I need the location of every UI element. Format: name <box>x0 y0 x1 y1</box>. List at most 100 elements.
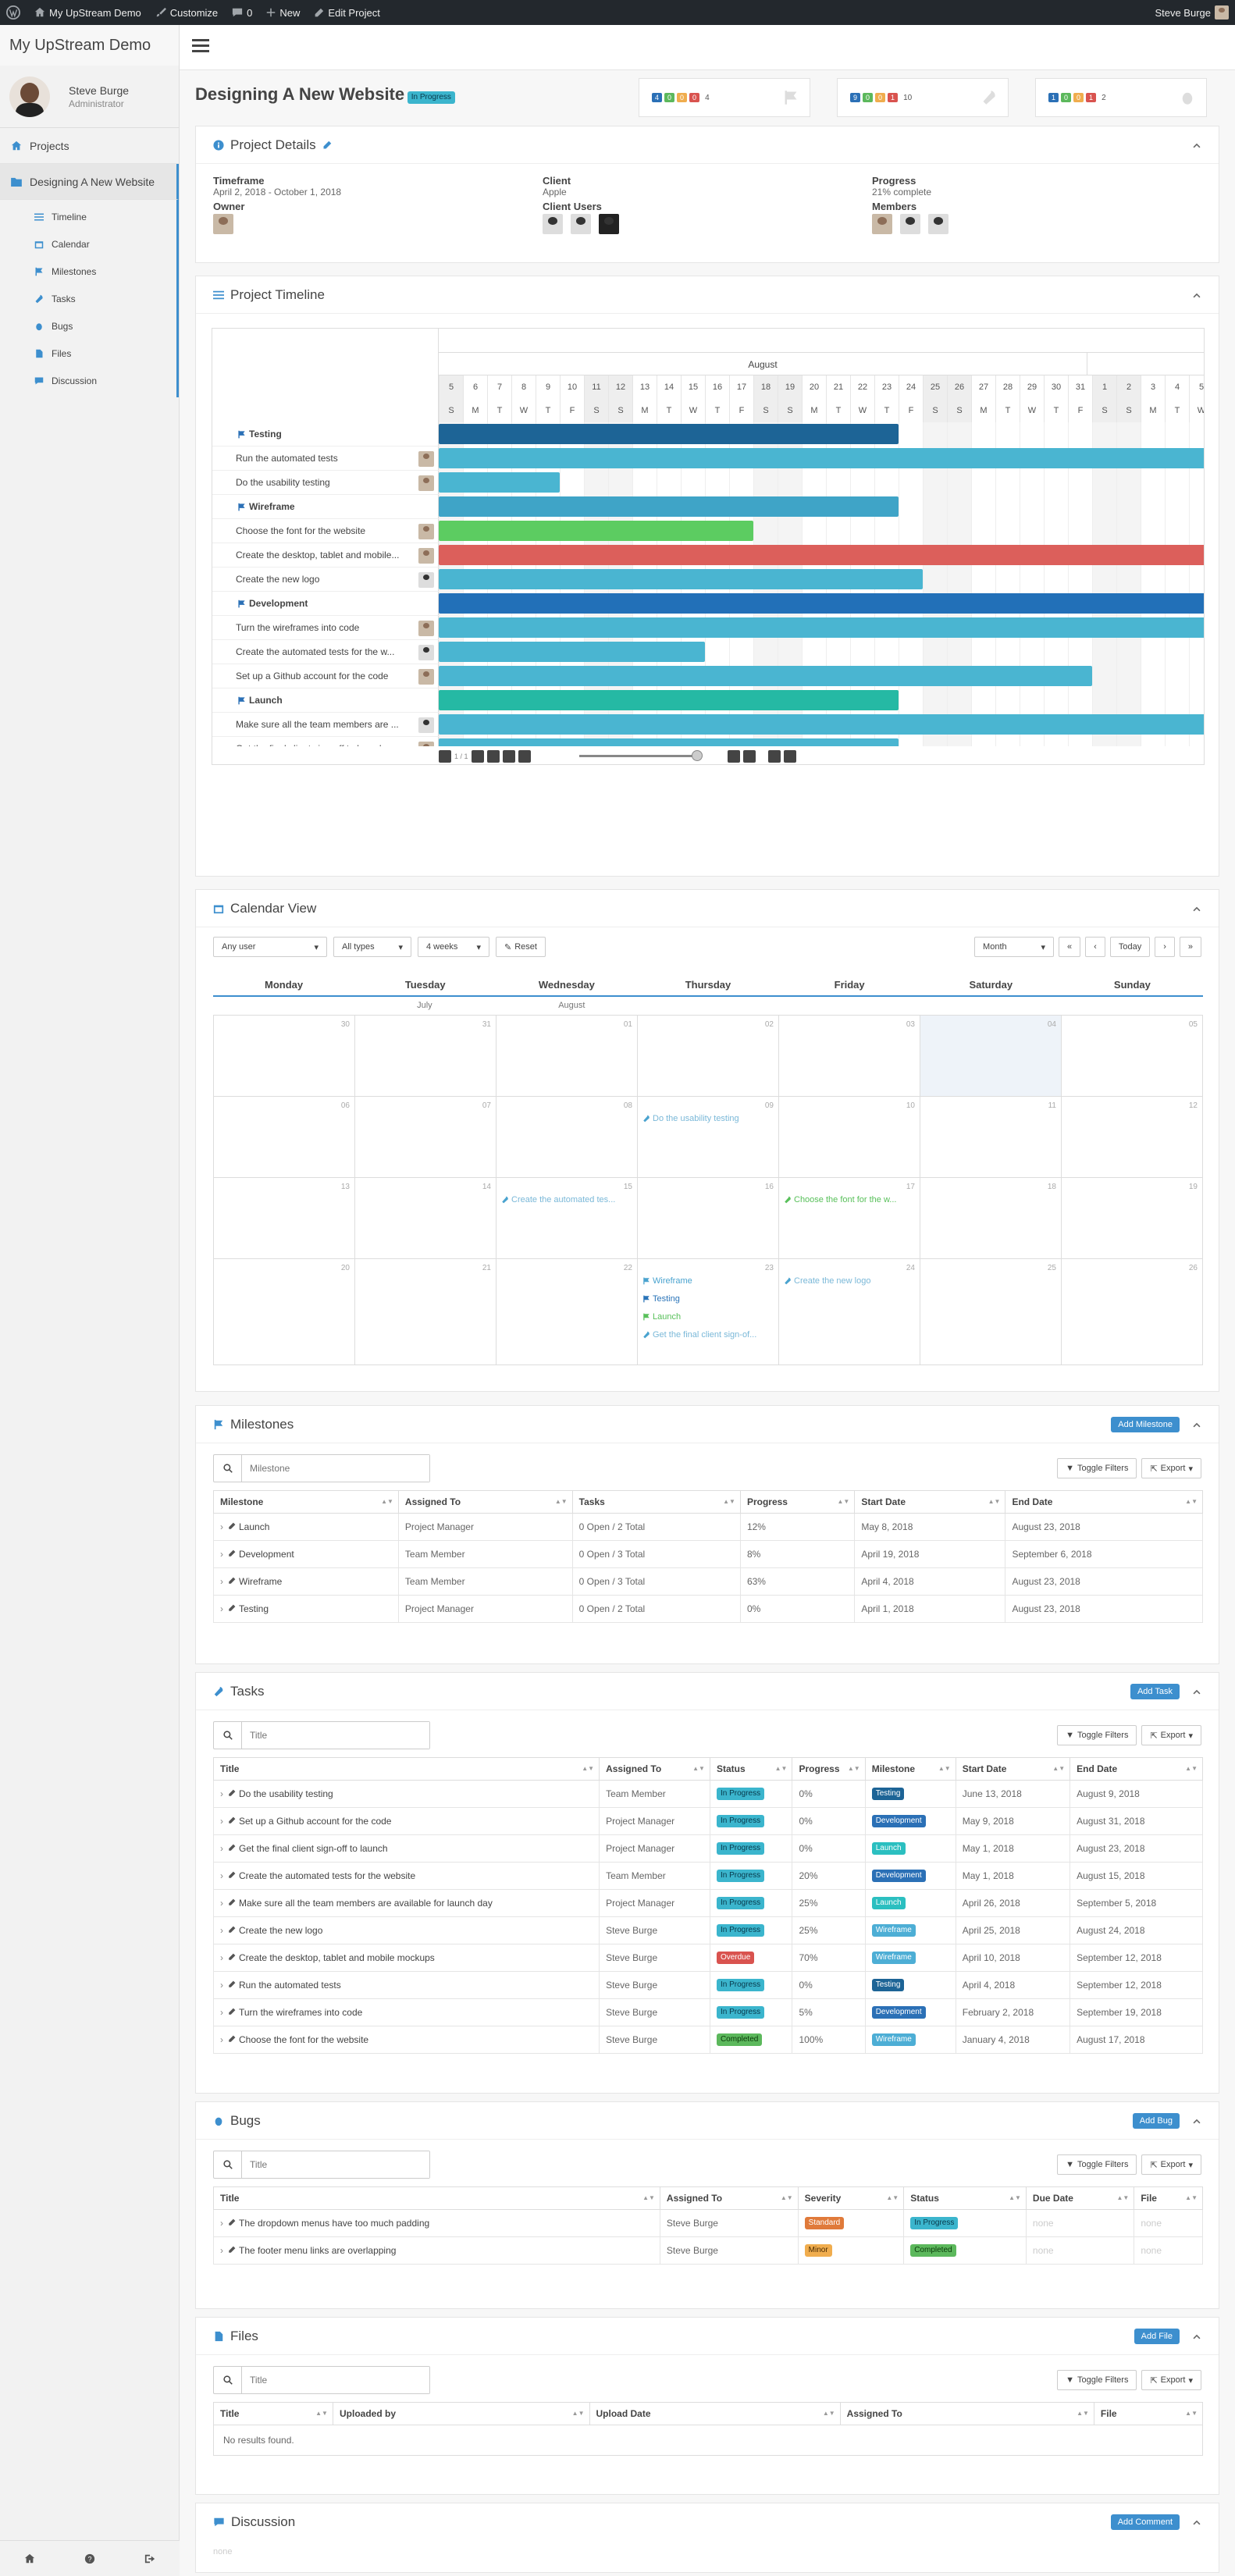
calendar-day[interactable]: 01 <box>496 1016 638 1097</box>
nav-milestones[interactable]: Milestones <box>0 258 176 285</box>
calendar-day[interactable]: 12 <box>1062 1097 1203 1178</box>
row-title[interactable]: Set up a Github account for the code <box>239 1816 392 1827</box>
column-header[interactable]: Progress ▲▼ <box>792 1757 866 1781</box>
menu-toggle-button[interactable] <box>192 39 209 53</box>
user-menu[interactable]: Steve Burge <box>1155 5 1229 20</box>
expand-icon[interactable]: › <box>220 1952 223 1963</box>
pencil-icon[interactable] <box>228 1898 236 1906</box>
nav-timeline[interactable]: Timeline <box>0 203 176 230</box>
column-header[interactable]: End Date ▲▼ <box>1070 1757 1203 1781</box>
toggle-filters-button[interactable]: ▼ Toggle Filters <box>1057 1725 1137 1745</box>
row-title[interactable]: The footer menu links are overlapping <box>239 2245 397 2256</box>
column-header[interactable]: Title ▲▼ <box>213 2402 333 2425</box>
column-header[interactable]: Assigned To ▲▼ <box>839 2402 1094 2425</box>
brand-title[interactable]: My UpStream Demo <box>0 25 179 66</box>
column-header[interactable]: Status ▲▼ <box>709 1757 793 1781</box>
calendar-day[interactable]: 31 <box>355 1016 496 1097</box>
scroll-right-icon[interactable] <box>743 750 756 763</box>
expand-icon[interactable]: › <box>220 1870 223 1881</box>
column-header[interactable]: Milestone ▲▼ <box>864 1757 956 1781</box>
nav-current-project[interactable]: Designing A New Website <box>0 164 179 200</box>
calendar-event[interactable]: Launch <box>642 1312 774 1322</box>
home-icon[interactable] <box>24 2553 35 2564</box>
search-input[interactable] <box>242 1722 429 1749</box>
next-page-icon[interactable] <box>502 750 515 763</box>
export-button[interactable]: ⇱ Export ▾ <box>1141 2370 1201 2390</box>
calendar-day[interactable]: 06 <box>214 1097 355 1178</box>
chevron-up-icon[interactable] <box>1192 1420 1201 1429</box>
row-title[interactable]: The dropdown menus have too much padding <box>239 2218 430 2229</box>
table-row[interactable]: › Wireframe Team Member 0 Open / 3 Total 63%… <box>213 1567 1203 1596</box>
row-title[interactable]: Launch <box>239 1521 270 1532</box>
pencil-icon[interactable] <box>228 1980 236 1988</box>
pencil-icon[interactable] <box>228 1577 236 1585</box>
zoom-slider[interactable] <box>579 755 696 757</box>
chevron-up-icon[interactable] <box>1192 904 1201 913</box>
table-row[interactable]: › Do the usability testing Team Member In P… <box>212 1780 1203 1808</box>
calendar-event[interactable]: Do the usability testing <box>642 1114 774 1123</box>
column-header[interactable]: Status ▲▼ <box>903 2186 1027 2210</box>
gantt-bar[interactable] <box>439 496 899 517</box>
column-header[interactable]: Assigned To ▲▼ <box>659 2186 799 2210</box>
row-title[interactable]: Turn the wireframes into code <box>239 2007 363 2018</box>
row-title[interactable]: Make sure all the team members are avail… <box>239 1898 493 1909</box>
table-row[interactable]: › Testing Project Manager 0 Open / 2 Total 0… <box>213 1595 1203 1623</box>
calendar-day[interactable]: 11 <box>920 1097 1062 1178</box>
wordpress-logo-icon[interactable] <box>6 5 20 20</box>
table-row[interactable]: › Run the automated tests Steve Burge In Pr… <box>212 1971 1203 1999</box>
gantt-bar[interactable] <box>439 617 1204 638</box>
pencil-icon[interactable] <box>228 1789 236 1797</box>
gantt-row[interactable]: Turn the wireframes into code <box>212 616 439 640</box>
pencil-icon[interactable] <box>228 1604 236 1612</box>
first-page-icon[interactable] <box>486 750 500 763</box>
column-header[interactable]: Assigned To ▲▼ <box>599 1757 710 1781</box>
next-button[interactable]: › <box>1155 937 1175 957</box>
expand-icon[interactable]: › <box>220 2007 223 2018</box>
calendar-day[interactable]: 08 <box>496 1097 638 1178</box>
nav-bugs[interactable]: Bugs <box>0 312 176 340</box>
add-button[interactable]: Add Milestone <box>1111 1416 1180 1432</box>
gantt-bar[interactable] <box>439 521 753 541</box>
scroll-left-icon[interactable] <box>728 750 740 763</box>
calendar-day[interactable]: 15 Create the automated tes... <box>496 1178 638 1259</box>
calendar-day[interactable]: 18 <box>920 1178 1062 1259</box>
chevron-up-icon[interactable] <box>1192 141 1201 150</box>
table-row[interactable]: › Choose the font for the website Steve Bu… <box>212 2026 1203 2054</box>
calendar-day[interactable]: 07 <box>355 1097 496 1178</box>
gantt-row[interactable]: Development <box>212 592 439 616</box>
column-header[interactable]: Due Date ▲▼ <box>1025 2186 1135 2210</box>
pencil-icon[interactable] <box>228 1926 236 1934</box>
calendar-day[interactable]: 09 Do the usability testing <box>638 1097 779 1178</box>
column-header[interactable]: Progress ▲▼ <box>739 1490 856 1514</box>
pencil-icon[interactable] <box>228 2008 236 2016</box>
logout-icon[interactable] <box>144 2553 155 2564</box>
calendar-event[interactable]: Choose the font for the w... <box>784 1195 915 1204</box>
row-title[interactable]: Create the desktop, tablet and mobile mo… <box>239 1952 435 1963</box>
toggle-filters-button[interactable]: ▼ Toggle Filters <box>1057 1458 1137 1478</box>
scale-icon[interactable] <box>471 750 484 763</box>
gantt-bar[interactable] <box>439 714 1204 735</box>
row-title[interactable]: Get the final client sign-off to launch <box>239 1843 388 1854</box>
column-header[interactable]: Start Date ▲▼ <box>955 1757 1071 1781</box>
table-row[interactable]: › The footer menu links are overlapping St… <box>213 2236 1203 2265</box>
calendar-event[interactable]: Create the automated tes... <box>501 1195 632 1204</box>
calendar-day[interactable]: 25 <box>920 1259 1062 1365</box>
expand-icon[interactable]: › <box>220 1603 223 1614</box>
prev-page-icon[interactable] <box>439 750 451 763</box>
prev-button[interactable]: ‹ <box>1085 937 1105 957</box>
table-row[interactable]: › Turn the wireframes into code Steve Burg… <box>212 1998 1203 2026</box>
table-row[interactable]: › Launch Project Manager 0 Open / 2 Total 12… <box>213 1513 1203 1541</box>
nav-tasks[interactable]: Tasks <box>0 285 176 312</box>
table-row[interactable]: › Create the desktop, tablet and mobile m… <box>212 1944 1203 1972</box>
column-header[interactable]: Assigned To ▲▼ <box>397 1490 573 1514</box>
gantt-bar[interactable] <box>439 593 1204 614</box>
expand-icon[interactable]: › <box>220 1788 223 1799</box>
add-button[interactable]: Add Bug <box>1132 2112 1180 2129</box>
pencil-icon[interactable] <box>228 1871 236 1879</box>
nav-discussion[interactable]: Discussion <box>0 367 176 394</box>
column-header[interactable]: Start Date ▲▼ <box>854 1490 1006 1514</box>
pencil-icon[interactable] <box>228 1816 236 1824</box>
gantt-row[interactable]: Launch <box>212 688 439 713</box>
last-button[interactable]: » <box>1179 937 1201 957</box>
expand-icon[interactable]: › <box>220 1549 223 1560</box>
